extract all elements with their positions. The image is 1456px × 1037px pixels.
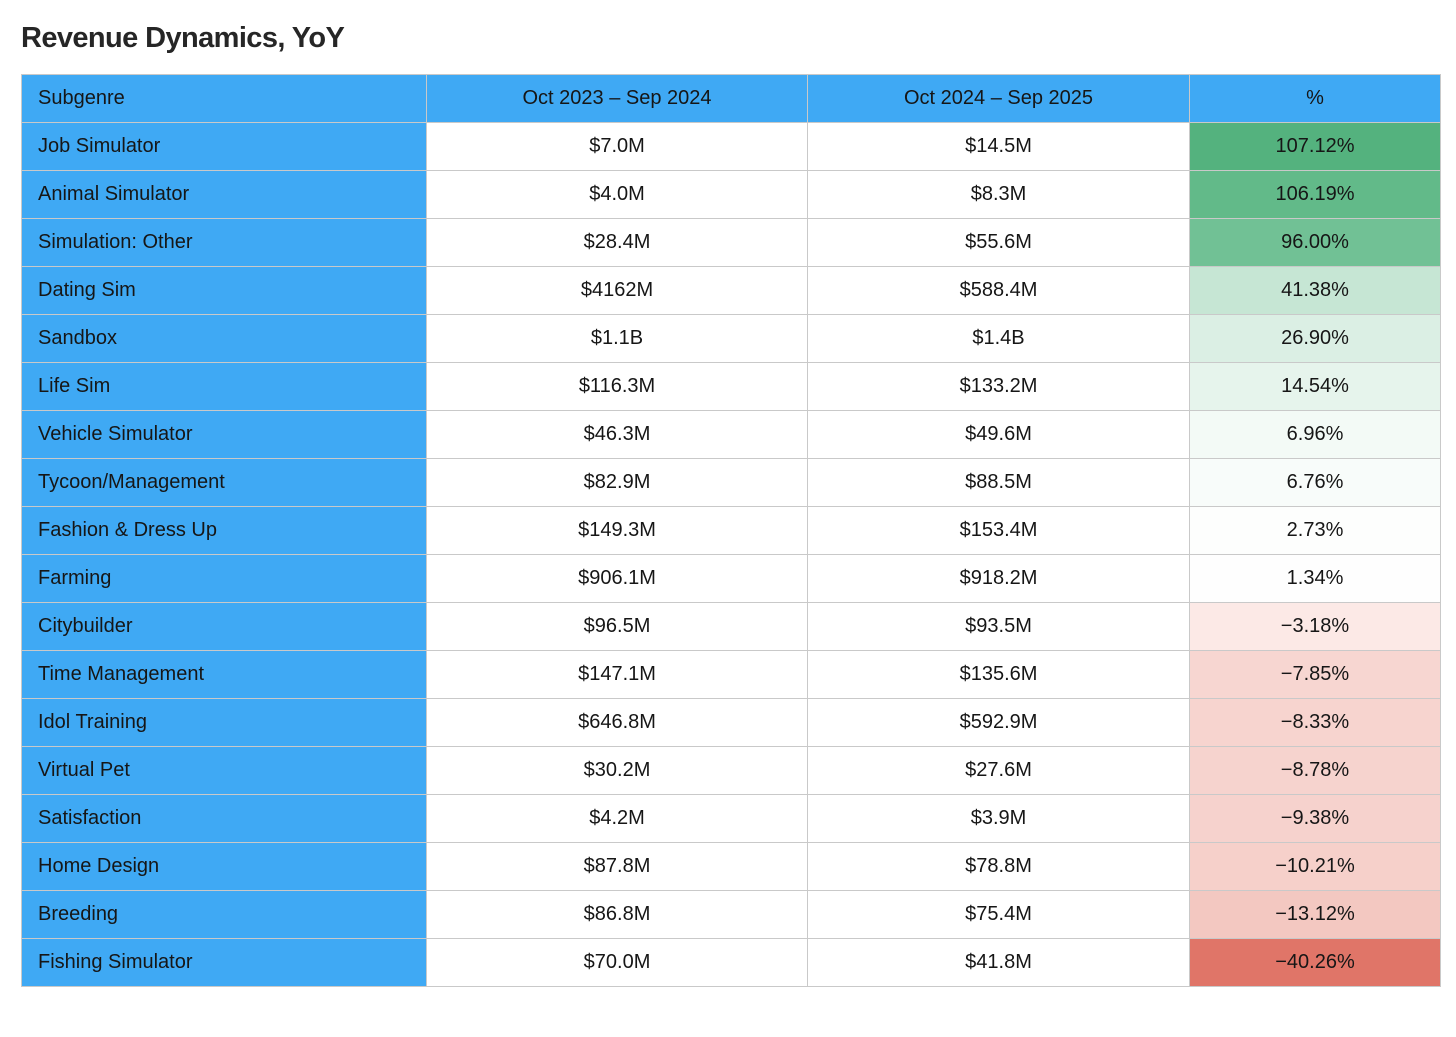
pct-change-cell: −13.12% bbox=[1189, 890, 1441, 939]
subgenre-cell: Home Design bbox=[21, 842, 427, 891]
period2-value-cell: $153.4M bbox=[807, 506, 1190, 555]
pct-change-cell: −3.18% bbox=[1189, 602, 1441, 651]
period2-value-cell: $88.5M bbox=[807, 458, 1190, 507]
period1-value-cell: $86.8M bbox=[426, 890, 808, 939]
subgenre-cell: Dating Sim bbox=[21, 266, 427, 315]
period2-value-cell: $93.5M bbox=[807, 602, 1190, 651]
pct-change-cell: 6.76% bbox=[1189, 458, 1441, 507]
period1-value-cell: $96.5M bbox=[426, 602, 808, 651]
period1-value-cell: $7.0M bbox=[426, 122, 808, 171]
table-row: Job Simulator $7.0M $14.5M 107.12% bbox=[21, 122, 1441, 171]
table-row: Idol Training $646.8M $592.9M −8.33% bbox=[21, 698, 1441, 747]
period2-value-cell: $55.6M bbox=[807, 218, 1190, 267]
period2-value-cell: $918.2M bbox=[807, 554, 1190, 603]
subgenre-cell: Fashion & Dress Up bbox=[21, 506, 427, 555]
subgenre-cell: Idol Training bbox=[21, 698, 427, 747]
pct-change-cell: −40.26% bbox=[1189, 938, 1441, 987]
period1-value-cell: $646.8M bbox=[426, 698, 808, 747]
period1-value-cell: $82.9M bbox=[426, 458, 808, 507]
table-row: Farming $906.1M $918.2M 1.34% bbox=[21, 554, 1441, 603]
table-body: Job Simulator $7.0M $14.5M 107.12% Animal Si… bbox=[21, 122, 1441, 987]
table-row: Satisfaction $4.2M $3.9M −9.38% bbox=[21, 794, 1441, 843]
table-row: Breeding $86.8M $75.4M −13.12% bbox=[21, 890, 1441, 939]
subgenre-cell: Sandbox bbox=[21, 314, 427, 363]
period1-value-cell: $147.1M bbox=[426, 650, 808, 699]
page-title: Revenue Dynamics, YoY bbox=[21, 22, 345, 54]
period2-value-cell: $592.9M bbox=[807, 698, 1190, 747]
period1-value-cell: $46.3M bbox=[426, 410, 808, 459]
pct-change-cell: −7.85% bbox=[1189, 650, 1441, 699]
subgenre-cell: Life Sim bbox=[21, 362, 427, 411]
table-row: Home Design $87.8M $78.8M −10.21% bbox=[21, 842, 1441, 891]
period1-value-cell: $116.3M bbox=[426, 362, 808, 411]
column-header-percent: % bbox=[1189, 74, 1441, 123]
period1-value-cell: $149.3M bbox=[426, 506, 808, 555]
table-row: Sandbox $1.1B $1.4B 26.90% bbox=[21, 314, 1441, 363]
pct-change-cell: 107.12% bbox=[1189, 122, 1441, 171]
subgenre-cell: Tycoon/Management bbox=[21, 458, 427, 507]
table-row: Life Sim $116.3M $133.2M 14.54% bbox=[21, 362, 1441, 411]
pct-change-cell: 2.73% bbox=[1189, 506, 1441, 555]
period2-value-cell: $75.4M bbox=[807, 890, 1190, 939]
table-row: Fashion & Dress Up $149.3M $153.4M 2.73% bbox=[21, 506, 1441, 555]
period1-value-cell: $70.0M bbox=[426, 938, 808, 987]
pct-change-cell: −10.21% bbox=[1189, 842, 1441, 891]
period1-value-cell: $1.1B bbox=[426, 314, 808, 363]
subgenre-cell: Simulation: Other bbox=[21, 218, 427, 267]
pct-change-cell: −9.38% bbox=[1189, 794, 1441, 843]
subgenre-cell: Job Simulator bbox=[21, 122, 427, 171]
table-row: Vehicle Simulator $46.3M $49.6M 6.96% bbox=[21, 410, 1441, 459]
pct-change-cell: 106.19% bbox=[1189, 170, 1441, 219]
revenue-yoy-table: Subgenre Oct 2023 – Sep 2024 Oct 2024 – … bbox=[21, 74, 1441, 987]
subgenre-cell: Virtual Pet bbox=[21, 746, 427, 795]
subgenre-cell: Citybuilder bbox=[21, 602, 427, 651]
period1-value-cell: $87.8M bbox=[426, 842, 808, 891]
period1-value-cell: $28.4M bbox=[426, 218, 808, 267]
period2-value-cell: $78.8M bbox=[807, 842, 1190, 891]
subgenre-cell: Farming bbox=[21, 554, 427, 603]
table-row: Tycoon/Management $82.9M $88.5M 6.76% bbox=[21, 458, 1441, 507]
table-row: Animal Simulator $4.0M $8.3M 106.19% bbox=[21, 170, 1441, 219]
pct-change-cell: −8.78% bbox=[1189, 746, 1441, 795]
period1-value-cell: $4.0M bbox=[426, 170, 808, 219]
subgenre-cell: Time Management bbox=[21, 650, 427, 699]
period2-value-cell: $8.3M bbox=[807, 170, 1190, 219]
period1-value-cell: $4162M bbox=[426, 266, 808, 315]
table-row: Virtual Pet $30.2M $27.6M −8.78% bbox=[21, 746, 1441, 795]
subgenre-cell: Vehicle Simulator bbox=[21, 410, 427, 459]
pct-change-cell: 41.38% bbox=[1189, 266, 1441, 315]
period2-value-cell: $3.9M bbox=[807, 794, 1190, 843]
table-row: Time Management $147.1M $135.6M −7.85% bbox=[21, 650, 1441, 699]
period2-value-cell: $27.6M bbox=[807, 746, 1190, 795]
table-row: Dating Sim $4162M $588.4M 41.38% bbox=[21, 266, 1441, 315]
pct-change-cell: 26.90% bbox=[1189, 314, 1441, 363]
period2-value-cell: $14.5M bbox=[807, 122, 1190, 171]
period1-value-cell: $906.1M bbox=[426, 554, 808, 603]
period2-value-cell: $135.6M bbox=[807, 650, 1190, 699]
period1-value-cell: $4.2M bbox=[426, 794, 808, 843]
pct-change-cell: −8.33% bbox=[1189, 698, 1441, 747]
table-row: Simulation: Other $28.4M $55.6M 96.00% bbox=[21, 218, 1441, 267]
period2-value-cell: $133.2M bbox=[807, 362, 1190, 411]
column-header-subgenre: Subgenre bbox=[21, 74, 427, 123]
table-row: Citybuilder $96.5M $93.5M −3.18% bbox=[21, 602, 1441, 651]
pct-change-cell: 14.54% bbox=[1189, 362, 1441, 411]
pct-change-cell: 6.96% bbox=[1189, 410, 1441, 459]
period2-value-cell: $588.4M bbox=[807, 266, 1190, 315]
column-header-period1: Oct 2023 – Sep 2024 bbox=[426, 74, 808, 123]
period2-value-cell: $49.6M bbox=[807, 410, 1190, 459]
subgenre-cell: Fishing Simulator bbox=[21, 938, 427, 987]
header-row: Subgenre Oct 2023 – Sep 2024 Oct 2024 – … bbox=[21, 74, 1441, 123]
subgenre-cell: Breeding bbox=[21, 890, 427, 939]
period1-value-cell: $30.2M bbox=[426, 746, 808, 795]
column-header-period2: Oct 2024 – Sep 2025 bbox=[807, 74, 1190, 123]
table-row: Fishing Simulator $70.0M $41.8M −40.26% bbox=[21, 938, 1441, 987]
subgenre-cell: Animal Simulator bbox=[21, 170, 427, 219]
period2-value-cell: $41.8M bbox=[807, 938, 1190, 987]
pct-change-cell: 1.34% bbox=[1189, 554, 1441, 603]
period2-value-cell: $1.4B bbox=[807, 314, 1190, 363]
pct-change-cell: 96.00% bbox=[1189, 218, 1441, 267]
subgenre-cell: Satisfaction bbox=[21, 794, 427, 843]
